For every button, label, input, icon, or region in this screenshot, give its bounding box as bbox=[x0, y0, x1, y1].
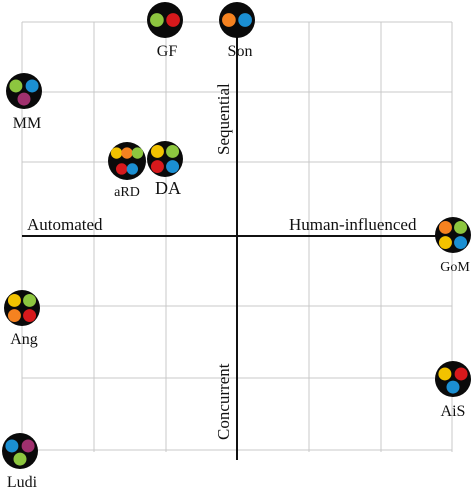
color-dot-purple bbox=[17, 92, 31, 106]
color-dot-green bbox=[13, 452, 27, 466]
item-label: Ang bbox=[10, 331, 38, 348]
color-dot-blue bbox=[126, 163, 139, 175]
color-dot-red bbox=[150, 160, 164, 174]
color-dot-orange bbox=[222, 13, 236, 27]
color-dot-blue bbox=[166, 160, 180, 174]
color-dot-green bbox=[150, 13, 164, 27]
item-label: GF bbox=[157, 43, 178, 60]
color-dot-blue bbox=[25, 79, 39, 93]
axes bbox=[22, 22, 452, 460]
item-label: AiS bbox=[441, 403, 466, 420]
color-dot-yellow bbox=[438, 236, 452, 250]
badge-circle bbox=[147, 141, 183, 177]
item-ang: Ang bbox=[4, 290, 40, 348]
color-dot-yellow bbox=[438, 367, 452, 381]
color-dot-yellow bbox=[7, 293, 21, 307]
item-label: aRD bbox=[114, 185, 140, 200]
color-dot-blue bbox=[5, 439, 19, 453]
item-gom: GoM bbox=[435, 217, 471, 275]
color-dot-blue bbox=[454, 236, 468, 250]
color-dot-orange bbox=[438, 220, 452, 234]
color-dot-green bbox=[454, 220, 468, 234]
color-dot-yellow bbox=[150, 144, 164, 158]
color-dot-green bbox=[9, 79, 23, 93]
badge-circle bbox=[435, 217, 471, 253]
color-dot-orange bbox=[121, 147, 133, 159]
badge-circle bbox=[147, 2, 183, 38]
color-dot-purple bbox=[21, 439, 35, 453]
color-dot-red bbox=[454, 367, 468, 381]
color-dot-yellow bbox=[110, 147, 123, 159]
color-dot-blue bbox=[446, 380, 460, 394]
item-gf: GF bbox=[147, 2, 183, 60]
axis-label-bottom: Concurrent bbox=[214, 363, 233, 440]
axis-label-top: Sequential bbox=[214, 83, 233, 155]
item-mm: MM bbox=[6, 73, 42, 132]
axis-label-left: Automated bbox=[27, 215, 103, 234]
color-dot-green bbox=[166, 144, 180, 158]
badge-circle bbox=[4, 290, 40, 326]
item-label: MM bbox=[13, 115, 41, 132]
item-label: GoM bbox=[440, 260, 470, 275]
color-dot-red bbox=[23, 309, 37, 323]
item-da: DA bbox=[147, 141, 183, 198]
item-ais: AiS bbox=[435, 361, 471, 420]
axis-label-right: Human-influenced bbox=[289, 215, 417, 234]
badge-circle bbox=[219, 2, 255, 38]
color-dot-orange bbox=[7, 309, 21, 323]
item-label: Ludi bbox=[7, 474, 38, 490]
item-son: Son bbox=[219, 2, 255, 60]
color-dot-green bbox=[23, 293, 37, 307]
color-dot-blue bbox=[238, 13, 252, 27]
item-label: DA bbox=[155, 178, 181, 198]
item-ludi: Ludi bbox=[2, 433, 38, 491]
items-layer: GF Son MM aRD DA GoM Ang AiS Ludi bbox=[2, 2, 471, 491]
item-ard: aRD bbox=[108, 142, 146, 200]
color-dot-red bbox=[115, 163, 128, 175]
color-dot-red bbox=[166, 13, 180, 27]
item-label: Son bbox=[228, 43, 253, 60]
color-dot-green bbox=[131, 147, 144, 159]
